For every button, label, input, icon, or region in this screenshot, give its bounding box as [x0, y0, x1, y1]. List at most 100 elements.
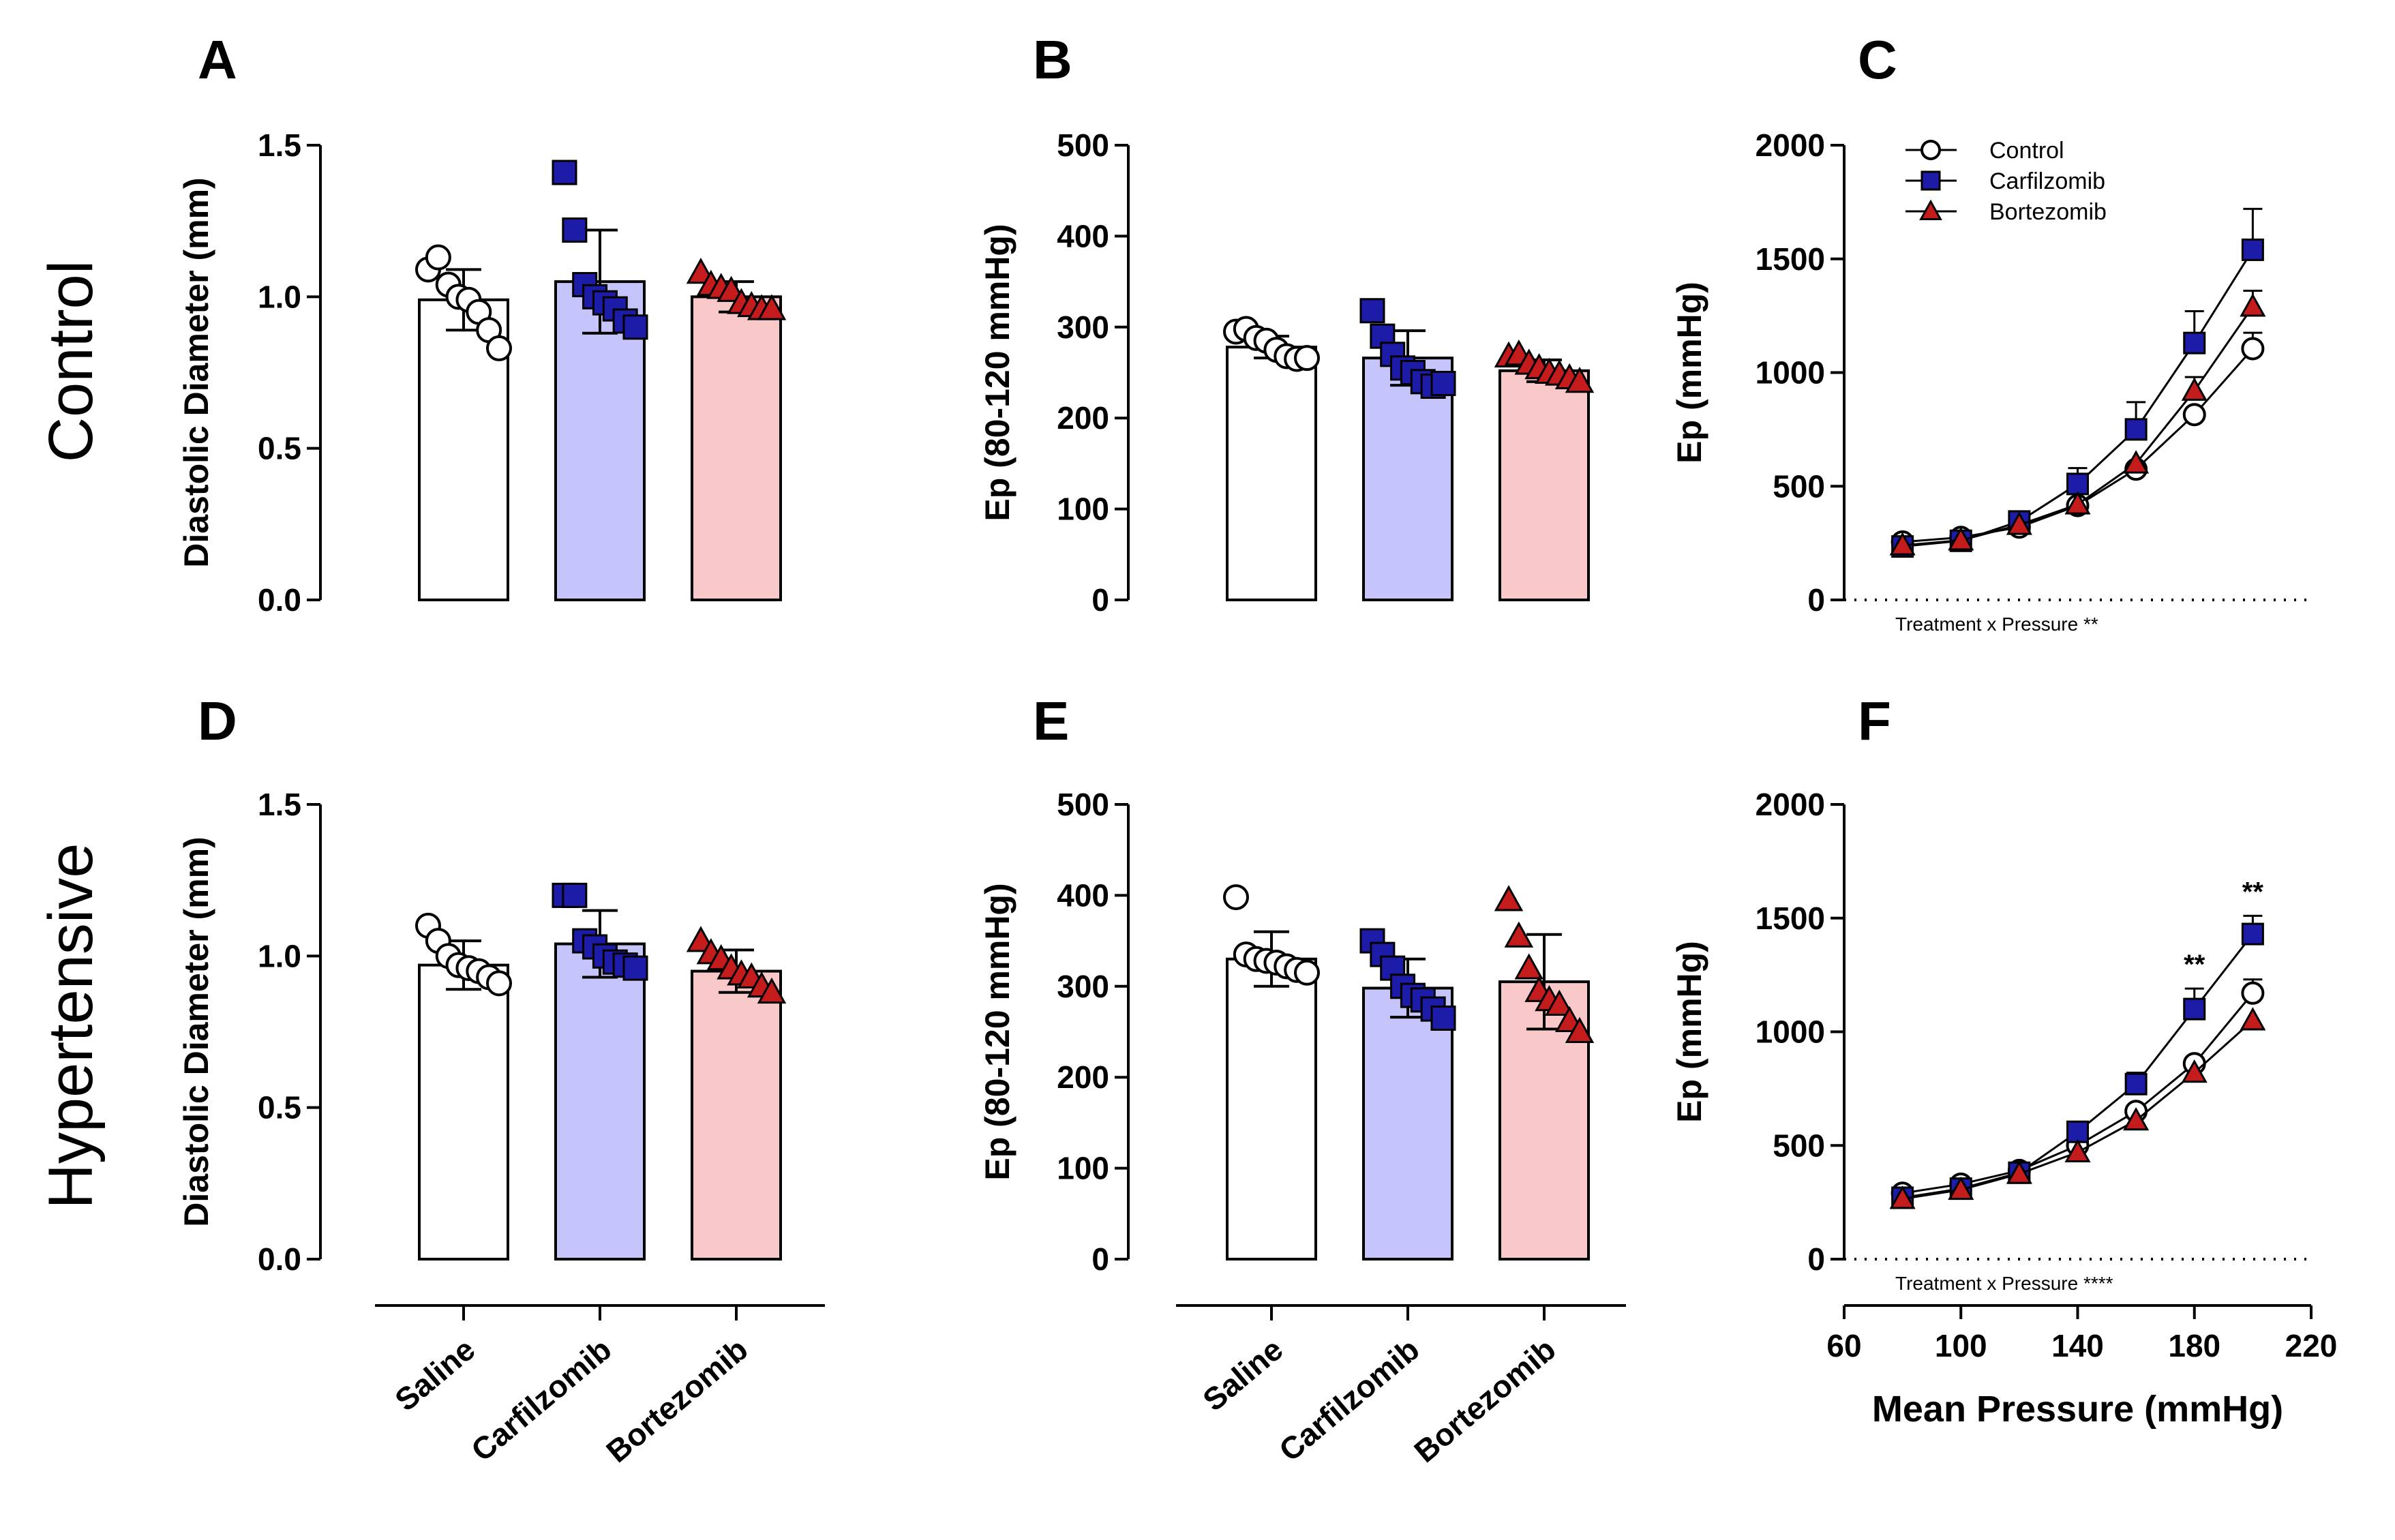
y-axis-label: Diastolic Diameter (mm) — [177, 177, 215, 567]
data-point — [1494, 885, 1524, 911]
data-point — [2064, 1138, 2091, 1162]
y-tick-label: 1.0 — [258, 279, 301, 314]
y-tick-label: 300 — [1057, 309, 1109, 345]
significance-marker: ** — [2184, 950, 2205, 980]
y-tick-label: 100 — [1057, 492, 1109, 527]
x-tick-label: 60 — [1826, 1328, 1861, 1363]
data-point — [1294, 959, 1320, 986]
y-tick-label: 200 — [1057, 1059, 1109, 1095]
panel-letter: A — [198, 29, 237, 90]
y-tick-label: 400 — [1057, 218, 1109, 254]
data-point — [757, 294, 787, 320]
data-point — [1294, 345, 1320, 372]
data-point — [2241, 238, 2264, 261]
category-label: Saline — [1196, 1331, 1289, 1418]
data-point — [552, 160, 577, 185]
bar-saline — [1226, 957, 1317, 1261]
data-point — [2123, 1106, 2150, 1131]
panel-f-chart: 0 500 1000 1500 2000 Ep (mmHg) Treatment x Pre… — [1670, 787, 2337, 1430]
data-point — [622, 314, 648, 340]
series-line-control — [1902, 992, 2254, 1194]
bar-carfilzomib — [554, 942, 646, 1260]
panel-letter: E — [1033, 691, 1069, 751]
x-tick-label: 220 — [2285, 1328, 2338, 1363]
y-tick-label: 500 — [1773, 468, 1825, 504]
y-tick-label: 500 — [1773, 1128, 1825, 1163]
panel-d-chart: 0.0 0.5 1.0 1.5 Diastolic Diameter (mm) — [177, 787, 787, 1277]
y-tick-label: 1.0 — [258, 938, 301, 973]
legend-marker — [1920, 170, 1941, 191]
data-point — [2182, 403, 2206, 427]
data-point — [1359, 298, 1385, 324]
y-tick-label: 400 — [1057, 877, 1109, 913]
data-point — [2181, 1059, 2208, 1083]
panel-letter: F — [1858, 691, 1891, 751]
category-label: Bortezomib — [599, 1331, 754, 1469]
data-point — [2241, 981, 2265, 1005]
data-point — [562, 882, 588, 908]
x-tick-label: 180 — [2168, 1328, 2220, 1363]
data-point — [2064, 491, 2091, 515]
legend-marker — [1919, 199, 1942, 220]
legend-entry: Control — [1989, 138, 2064, 164]
data-point — [622, 955, 648, 981]
y-tick-label: 0 — [1807, 582, 1825, 618]
data-point — [2181, 377, 2208, 401]
data-point — [1889, 532, 1916, 556]
y-axis-label: Ep (mmHg) — [1670, 282, 1708, 464]
y-tick-label: 0 — [1091, 582, 1109, 618]
bar-saline — [418, 963, 509, 1260]
y-axis-label: Ep (mmHg) — [1670, 941, 1708, 1123]
y-tick-label: 300 — [1057, 969, 1109, 1004]
bar-saline — [1226, 346, 1317, 601]
significance-marker: ** — [2242, 877, 2264, 907]
data-point — [1565, 367, 1595, 393]
data-point — [1430, 371, 1456, 397]
data-point — [757, 977, 787, 1004]
panel-letter: B — [1033, 29, 1072, 90]
bar-bortezomib — [691, 969, 782, 1260]
data-point — [1504, 921, 1534, 948]
y-tick-label: 200 — [1057, 400, 1109, 436]
x-tick-label: 100 — [1935, 1328, 1987, 1363]
annotation: Treatment x Pressure ** — [1895, 614, 2098, 635]
data-point — [1545, 989, 1574, 1016]
data-point — [2124, 418, 2148, 441]
y-tick-label: 0.5 — [258, 431, 301, 466]
panel-a-chart: 0.0 0.5 1.0 1.5 Diastolic Diameter (mm) — [177, 127, 787, 618]
data-point — [2183, 997, 2206, 1021]
data-point — [1565, 1016, 1595, 1043]
category-label: Saline — [388, 1331, 481, 1418]
annotation: Treatment x Pressure **** — [1895, 1273, 2113, 1294]
data-point — [425, 244, 451, 271]
data-point — [1514, 953, 1543, 980]
data-point — [1430, 1005, 1456, 1031]
panel-c-chart: 0 500 1000 1500 2000 Ep (mmHg) Treatment x Pre… — [1670, 127, 2311, 635]
y-axis-label: Diastolic Diameter (mm) — [177, 836, 215, 1226]
y-tick-label: 0.0 — [258, 582, 301, 618]
row-label-hypertensive: Hypertensive — [36, 843, 106, 1209]
bar-carfilzomib — [1362, 986, 1453, 1261]
y-tick-label: 1500 — [1756, 241, 1825, 277]
legend-entry: Carfilzomib — [1989, 168, 2105, 194]
panel-e-chart: 0 100 200 300 400 500 Ep (80-120 mmHg) — [978, 787, 1595, 1277]
data-point — [562, 217, 588, 243]
y-tick-label: 500 — [1057, 787, 1109, 822]
y-tick-label: 1500 — [1756, 901, 1825, 936]
data-point — [2240, 1007, 2266, 1031]
data-point — [1948, 1176, 1974, 1200]
data-point — [1223, 884, 1249, 911]
series-line-bortezomib — [1902, 1019, 2254, 1201]
y-tick-label: 0 — [1807, 1241, 1825, 1277]
bar-bortezomib — [691, 295, 782, 601]
data-point — [486, 970, 512, 997]
legend-marker — [1920, 140, 1941, 160]
data-point — [2240, 293, 2266, 317]
data-point — [2123, 450, 2150, 474]
panel-b-chart: 0 100 200 300 400 500 Ep (80-120 mmHg) — [978, 127, 1595, 618]
data-point — [2006, 511, 2032, 535]
y-tick-label: 100 — [1057, 1151, 1109, 1186]
y-tick-label: 0.5 — [258, 1090, 301, 1126]
y-axis-label: Ep (80-120 mmHg) — [978, 224, 1016, 521]
